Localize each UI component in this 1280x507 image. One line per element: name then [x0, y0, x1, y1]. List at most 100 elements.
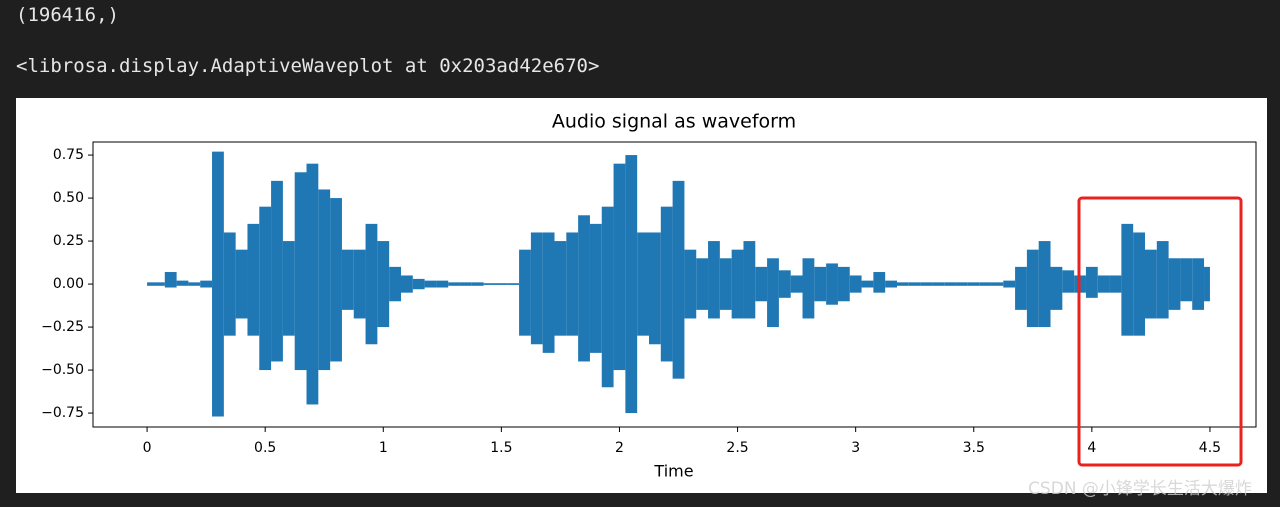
waveform-segment	[566, 232, 579, 336]
waveform-segment	[460, 282, 472, 286]
output-text: (196416,)	[16, 4, 119, 26]
waveform-segment	[896, 282, 909, 286]
x-tick-label: 4.5	[1199, 440, 1221, 456]
waveform-segment	[637, 232, 649, 336]
waveform-segment	[802, 258, 815, 319]
waveform-segment	[696, 258, 709, 310]
waveform-segment	[147, 282, 153, 286]
plot-area	[147, 151, 1210, 417]
waveform-segment	[507, 283, 520, 285]
waveform-segment	[530, 232, 543, 345]
waveform-segment	[306, 163, 319, 405]
waveform-segment	[365, 223, 378, 345]
waveform-segment	[826, 263, 838, 305]
waveform-segment	[400, 275, 413, 293]
waveform-segment	[212, 151, 224, 417]
waveform-segment	[554, 241, 567, 336]
y-tick-label: 0.50	[53, 190, 84, 206]
x-tick-label: 4	[1087, 440, 1096, 456]
waveform-segment	[389, 266, 401, 302]
x-tick-label: 3.5	[963, 440, 985, 456]
waveform-segment	[814, 266, 827, 302]
waveform-segment	[200, 280, 213, 288]
waveform-segment	[837, 266, 850, 302]
waveform-segment	[1180, 258, 1193, 302]
y-tick-label: 0.75	[53, 147, 84, 163]
waveform-segment	[1097, 275, 1110, 293]
y-tick-label: −0.75	[41, 405, 84, 421]
watermark: CSDN @小锋学长生活大爆炸	[1028, 479, 1252, 499]
waveform-segment	[436, 280, 449, 288]
waveform-segment	[164, 272, 177, 288]
waveform-segment	[318, 189, 331, 371]
waveform-segment	[625, 155, 638, 414]
waveform-segment	[778, 270, 791, 298]
waveform-segment	[1168, 258, 1181, 310]
waveform-segment	[660, 206, 673, 362]
waveform-segment	[731, 249, 744, 319]
x-axis-label: Time	[653, 462, 693, 481]
waveform-segment	[424, 280, 437, 288]
chart-title: Audio signal as waveform	[552, 111, 796, 133]
waveform-segment	[1156, 241, 1169, 319]
waveform-segment	[176, 280, 189, 286]
waveform-segment	[873, 272, 886, 293]
waveform-segment	[790, 275, 803, 293]
waveform-segment	[932, 282, 945, 286]
waveform-segment	[495, 283, 508, 285]
waveform-segment	[708, 241, 720, 319]
waveform-segment	[259, 206, 272, 371]
waveform-segment	[235, 249, 248, 319]
waveform-segment	[578, 215, 590, 362]
highlight-box	[1077, 196, 1243, 467]
y-tick-label: 0.00	[53, 276, 84, 292]
waveform-segment	[223, 232, 236, 336]
waveform-segment	[330, 198, 342, 362]
waveform-segment	[1062, 270, 1075, 293]
waveform-segment	[648, 232, 661, 345]
waveform-segment	[684, 249, 697, 319]
waveform-segment	[377, 241, 390, 328]
waveform-segment	[613, 163, 626, 371]
waveform-segment	[353, 249, 366, 319]
waveform-segment	[1109, 275, 1122, 293]
waveform-segment	[1192, 258, 1205, 310]
waveform-segment	[1085, 266, 1098, 298]
waveform-segment	[519, 249, 531, 336]
waveform-segment	[885, 280, 897, 288]
waveform-segment	[448, 282, 461, 286]
waveform-segment	[341, 249, 354, 310]
x-tick-label: 1.5	[490, 440, 512, 456]
waveform-segment	[1026, 249, 1039, 328]
y-tick-label: 0.25	[53, 233, 84, 249]
y-tick-label: −0.50	[41, 362, 84, 378]
waveform-segment	[991, 282, 1004, 286]
waveform-segment	[601, 206, 614, 388]
waveform-segment	[188, 282, 201, 286]
output-text: <librosa.display.AdaptiveWaveplot at 0x2…	[16, 55, 600, 77]
waveform-segment	[1133, 232, 1145, 336]
x-tick-label: 0.5	[254, 440, 276, 456]
waveform-segment	[152, 282, 165, 286]
x-tick-label: 2.5	[726, 440, 748, 456]
waveform-segment	[956, 282, 968, 286]
x-tick-label: 0	[143, 440, 152, 456]
waveform-segment	[849, 275, 862, 293]
waveform-segment	[294, 172, 307, 371]
waveform-segment	[412, 278, 425, 290]
waveform-segment	[247, 223, 260, 336]
waveform-segment	[767, 258, 779, 328]
waveform-segment	[1003, 280, 1016, 288]
waveform-segment	[944, 282, 957, 286]
waveform-segment	[861, 280, 874, 288]
waveform-segment	[743, 241, 756, 319]
waveform-segment	[1144, 249, 1157, 319]
waveform-segment	[1038, 241, 1051, 328]
waveform-segment	[967, 282, 980, 286]
waveform-segment	[1050, 266, 1063, 310]
waveform-segment	[271, 180, 283, 362]
waveform-segment	[920, 282, 933, 286]
waveform-segment	[282, 241, 295, 336]
